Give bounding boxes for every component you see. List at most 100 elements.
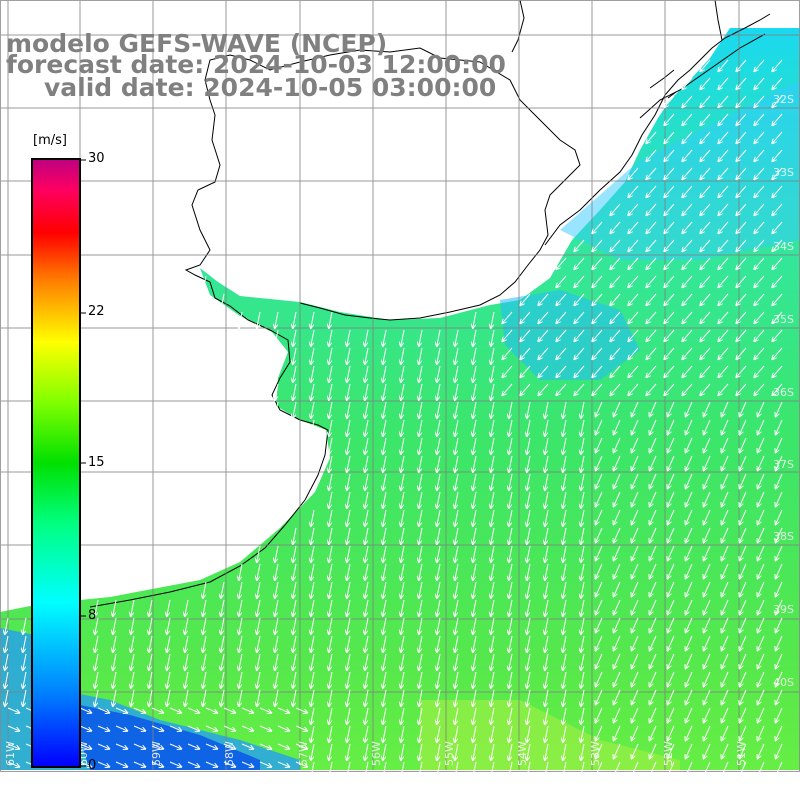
wind-arrow [205, 743, 217, 749]
wind-arrow [437, 743, 441, 760]
wind-arrow [776, 455, 783, 470]
wind-arrow [259, 725, 271, 731]
wind-arrow [740, 761, 747, 776]
wind-arrow [668, 689, 675, 704]
wind-arrow [650, 653, 657, 668]
wind-arrow [97, 761, 109, 767]
wind-arrow [581, 689, 585, 706]
wind-arrow [491, 455, 495, 472]
colorbar-tick-label: 30 [88, 151, 105, 166]
wind-arrow [293, 617, 297, 634]
wind-arrow [455, 365, 459, 382]
wind-arrow [187, 707, 199, 713]
wind-arrow [650, 455, 657, 470]
wind-arrow [347, 581, 351, 598]
wind-arrow [628, 311, 639, 323]
wind-arrow [437, 347, 441, 364]
wind-arrow [347, 455, 351, 472]
wind-arrow [293, 599, 297, 616]
wind-arrow [365, 491, 369, 508]
wind-arrow [419, 419, 423, 436]
wind-arrow [437, 617, 441, 634]
wind-arrow [632, 491, 639, 506]
wind-arrow [668, 473, 675, 488]
wind-arrow [455, 653, 459, 670]
wind-arrow [527, 707, 531, 724]
wind-arrow [509, 401, 513, 418]
wind-arrow [722, 563, 729, 578]
wind-arrow [203, 635, 207, 652]
wind-arrow [686, 689, 693, 704]
wind-arrow [772, 329, 783, 341]
wind-arrow [664, 167, 675, 179]
wind-arrow [455, 473, 459, 490]
wind-arrow [646, 329, 657, 341]
wind-arrow [574, 239, 585, 251]
wind-arrow [473, 635, 477, 652]
wind-arrow [538, 365, 549, 377]
wind-arrow [527, 437, 531, 454]
wind-arrow [151, 761, 163, 767]
wind-arrow [581, 473, 585, 490]
wind-arrow [758, 599, 765, 614]
wind-arrow [365, 437, 369, 454]
wind-arrow [365, 545, 369, 562]
wind-arrow [437, 509, 441, 526]
wind-arrow [419, 563, 423, 580]
wind-arrow [776, 491, 783, 506]
wind-arrow [365, 617, 369, 634]
wind-arrow [419, 509, 423, 526]
wind-arrow [347, 509, 351, 526]
wind-arrow [574, 311, 585, 323]
wind-arrow [167, 635, 171, 652]
wind-arrow [223, 725, 235, 731]
wind-arrow [704, 617, 711, 632]
wind-arrow [772, 365, 783, 377]
wind-arrow [223, 761, 235, 767]
wind-arrow [401, 473, 405, 490]
border-line [511, 0, 525, 53]
wind-arrow [700, 185, 711, 197]
wind-arrow [455, 455, 459, 472]
wind-arrow [455, 599, 459, 616]
wind-arrow [401, 347, 405, 364]
wind-arrow [545, 743, 549, 760]
wind-arrow [556, 311, 567, 323]
wind-arrow [704, 527, 711, 542]
wind-arrow [758, 725, 765, 740]
wind-arrow [664, 257, 675, 269]
wind-arrow [491, 401, 495, 418]
wind-arrow [347, 635, 351, 652]
wind-arrow [740, 419, 747, 434]
wind-arrow [133, 707, 145, 713]
wind-arrow [563, 401, 567, 418]
wind-arrow [455, 401, 459, 418]
wind-arrow [722, 689, 729, 704]
wind-arrow [668, 509, 675, 524]
wind-arrow [131, 671, 135, 688]
wind-arrow [776, 671, 783, 686]
wind-arrow [776, 743, 783, 758]
wind-arrow [133, 743, 145, 749]
wind-arrow [545, 527, 549, 544]
wind-arrow [754, 77, 765, 89]
wind-arrow [275, 563, 279, 580]
wind-arrow [596, 563, 603, 578]
wind-arrow [329, 707, 333, 724]
wind-arrow [581, 761, 585, 778]
wind-arrow [437, 671, 441, 688]
wind-arrow [365, 383, 369, 400]
wind-arrow [79, 725, 91, 731]
wind-arrow [437, 653, 441, 670]
wind-arrow [596, 653, 603, 668]
wind-arrow [646, 365, 657, 377]
wind-arrow [668, 635, 675, 650]
wind-arrow [383, 635, 387, 652]
wind-arrow [491, 761, 495, 778]
wind-arrow [97, 743, 109, 749]
wind-arrow [668, 563, 675, 578]
wind-arrow [437, 329, 441, 346]
wind-arrow [628, 203, 639, 215]
wind-arrow [664, 149, 675, 161]
wind-arrow [509, 527, 513, 544]
